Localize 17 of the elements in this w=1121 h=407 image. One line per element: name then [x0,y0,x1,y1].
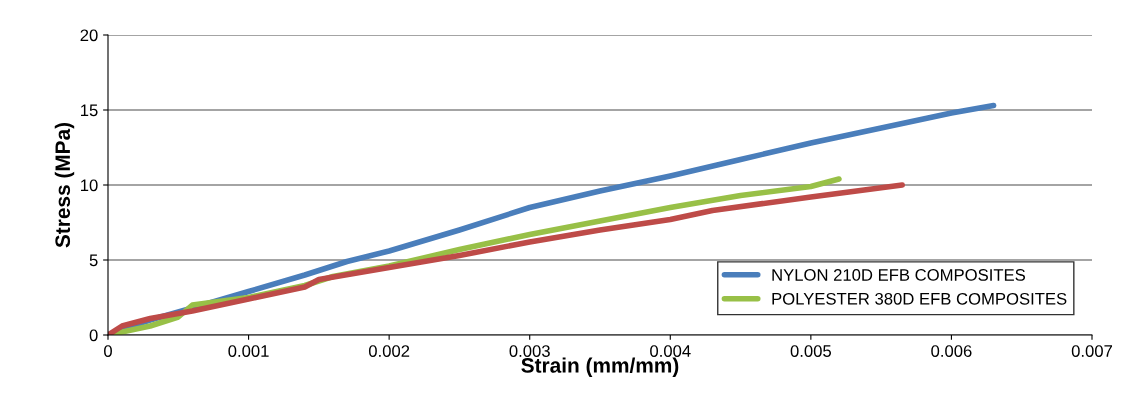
x-axis-title: Strain (mm/mm) [521,357,679,377]
y-tick-label: 0 [89,329,98,342]
y-tick-label: 15 [81,104,98,117]
y-tick-label: 5 [89,254,98,267]
x-tick-label: 0.003 [509,345,550,357]
y-tick-label: 10 [81,179,98,192]
x-tick-label: 0.001 [228,345,269,357]
x-tick-label: 0.004 [650,345,691,357]
x-tick-label: 0.005 [790,345,832,357]
y-tick-label: 20 [80,29,98,42]
x-tick-label: 0.002 [368,345,410,357]
y-axis-title: Stress (MPa) [54,122,75,248]
legend-label: POLYESTER 380D EFB COMPOSITES [772,292,1067,305]
x-tick-label: 0.007 [1071,345,1113,357]
x-tick-label: 0 [104,345,112,357]
x-tick-label: 0.006 [931,345,972,357]
legend-label: NYLON 210D EFB COMPOSITES [772,269,1026,281]
